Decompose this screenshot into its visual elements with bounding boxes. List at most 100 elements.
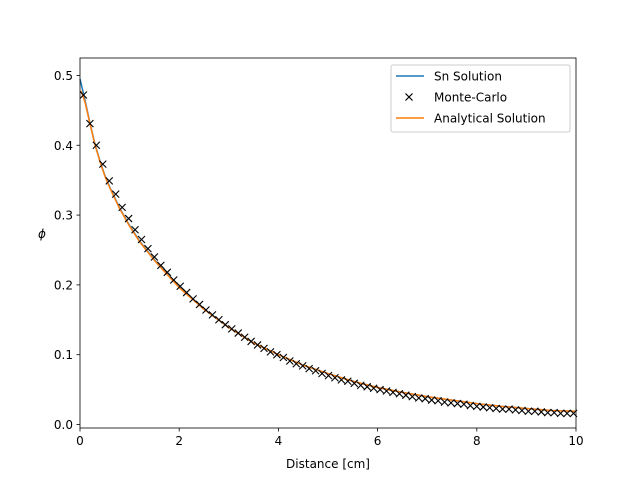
mc-point bbox=[240, 333, 249, 342]
mc-point bbox=[208, 311, 217, 319]
mc-point bbox=[105, 176, 114, 185]
y-tick-label: 0.0 bbox=[54, 418, 73, 432]
mc-point bbox=[389, 388, 397, 397]
mc-point bbox=[227, 324, 236, 333]
x-tick-label: 2 bbox=[175, 434, 183, 448]
legend: Sn Solution Monte-Carlo Analytical Solut… bbox=[390, 64, 571, 133]
mc-point bbox=[395, 389, 404, 398]
mc-point bbox=[505, 405, 513, 414]
mc-point bbox=[563, 409, 571, 418]
mc-point bbox=[401, 391, 410, 400]
x-tick-label: 10 bbox=[568, 434, 583, 448]
mc-point bbox=[524, 407, 533, 416]
mc-point bbox=[376, 385, 384, 394]
mc-point bbox=[427, 396, 436, 404]
x-tick-label: 8 bbox=[473, 434, 481, 448]
mc-point bbox=[530, 407, 539, 416]
mc-point bbox=[543, 408, 552, 417]
mc-point bbox=[363, 382, 372, 391]
mc-point bbox=[460, 400, 468, 409]
mc-point bbox=[485, 403, 494, 412]
y-axis-ticks: 0.0 0.1 0.2 0.3 0.4 0.5 bbox=[54, 69, 80, 432]
mc-point bbox=[331, 373, 339, 382]
mc-point bbox=[169, 276, 178, 284]
mc-point bbox=[556, 409, 565, 418]
mc-point bbox=[292, 359, 301, 368]
mc-point bbox=[118, 203, 127, 212]
mc-point bbox=[266, 348, 275, 356]
y-tick-label: 0.2 bbox=[54, 278, 73, 292]
mc-point bbox=[131, 225, 139, 234]
y-tick-label: 0.4 bbox=[54, 139, 73, 153]
legend-analytical-label: Analytical Solution bbox=[434, 112, 546, 126]
mc-point bbox=[479, 403, 488, 411]
mc-point bbox=[285, 357, 294, 365]
mc-point bbox=[221, 320, 230, 329]
mc-point bbox=[79, 91, 88, 99]
mc-point bbox=[414, 394, 423, 402]
mc-point bbox=[498, 405, 507, 414]
mc-point bbox=[356, 381, 365, 390]
mc-point bbox=[434, 396, 443, 405]
mc-point bbox=[189, 294, 197, 303]
x-tick-label: 6 bbox=[374, 434, 382, 448]
mc-point bbox=[182, 288, 191, 297]
mc-point bbox=[311, 366, 320, 375]
mc-point bbox=[537, 408, 546, 416]
mc-point bbox=[86, 119, 94, 128]
mc-point bbox=[111, 190, 120, 199]
mc-point bbox=[511, 405, 520, 414]
x-tick-label: 0 bbox=[76, 434, 84, 448]
legend-mc-label: Monte-Carlo bbox=[434, 91, 507, 105]
series-line-analytical bbox=[80, 90, 577, 412]
mc-point bbox=[150, 253, 159, 261]
mc-point bbox=[369, 384, 378, 393]
mc-point bbox=[163, 268, 172, 277]
mc-point bbox=[260, 344, 268, 353]
mc-point bbox=[247, 337, 256, 346]
mc-point bbox=[453, 399, 462, 408]
mc-point bbox=[92, 141, 101, 150]
legend-mc-marker bbox=[405, 93, 413, 101]
mc-point bbox=[343, 377, 352, 386]
mc-point bbox=[253, 341, 262, 349]
mc-point bbox=[234, 329, 243, 337]
mc-point bbox=[305, 364, 314, 373]
mc-point bbox=[447, 398, 455, 407]
mc-point bbox=[279, 353, 288, 362]
mc-point bbox=[273, 350, 281, 359]
mc-point bbox=[195, 300, 204, 309]
y-axis-label: ϕ bbox=[38, 227, 46, 241]
mc-point bbox=[421, 394, 430, 403]
series-layer bbox=[79, 78, 578, 418]
mc-point bbox=[550, 408, 559, 417]
mc-point bbox=[137, 235, 146, 244]
legend-box bbox=[390, 64, 571, 133]
mc-point bbox=[176, 282, 185, 291]
mc-point bbox=[124, 214, 133, 223]
mc-point bbox=[472, 402, 481, 411]
x-tick-label: 4 bbox=[275, 434, 283, 448]
y-tick-label: 0.5 bbox=[54, 69, 73, 83]
mc-point bbox=[324, 371, 333, 380]
mc-point bbox=[466, 401, 475, 410]
mc-point bbox=[298, 361, 307, 370]
mc-point bbox=[492, 404, 501, 413]
mc-point bbox=[382, 387, 391, 395]
y-tick-label: 0.1 bbox=[54, 348, 73, 362]
mc-point bbox=[98, 160, 107, 169]
y-tick-label: 0.3 bbox=[54, 209, 73, 223]
plot-frame bbox=[79, 57, 577, 429]
mc-point bbox=[337, 375, 346, 384]
mc-point bbox=[440, 398, 449, 407]
legend-sn-label: Sn Solution bbox=[434, 70, 502, 84]
mc-point bbox=[156, 261, 165, 270]
x-axis-ticks: 0 2 4 6 8 10 bbox=[76, 428, 584, 448]
mc-point bbox=[144, 244, 152, 253]
mc-point bbox=[318, 369, 326, 378]
mc-point bbox=[408, 392, 417, 401]
mc-point bbox=[350, 379, 359, 388]
mc-point bbox=[214, 315, 223, 324]
x-axis-label: Distance [cm] bbox=[286, 457, 370, 471]
